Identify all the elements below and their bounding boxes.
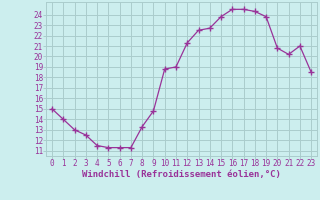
X-axis label: Windchill (Refroidissement éolien,°C): Windchill (Refroidissement éolien,°C) xyxy=(82,170,281,179)
